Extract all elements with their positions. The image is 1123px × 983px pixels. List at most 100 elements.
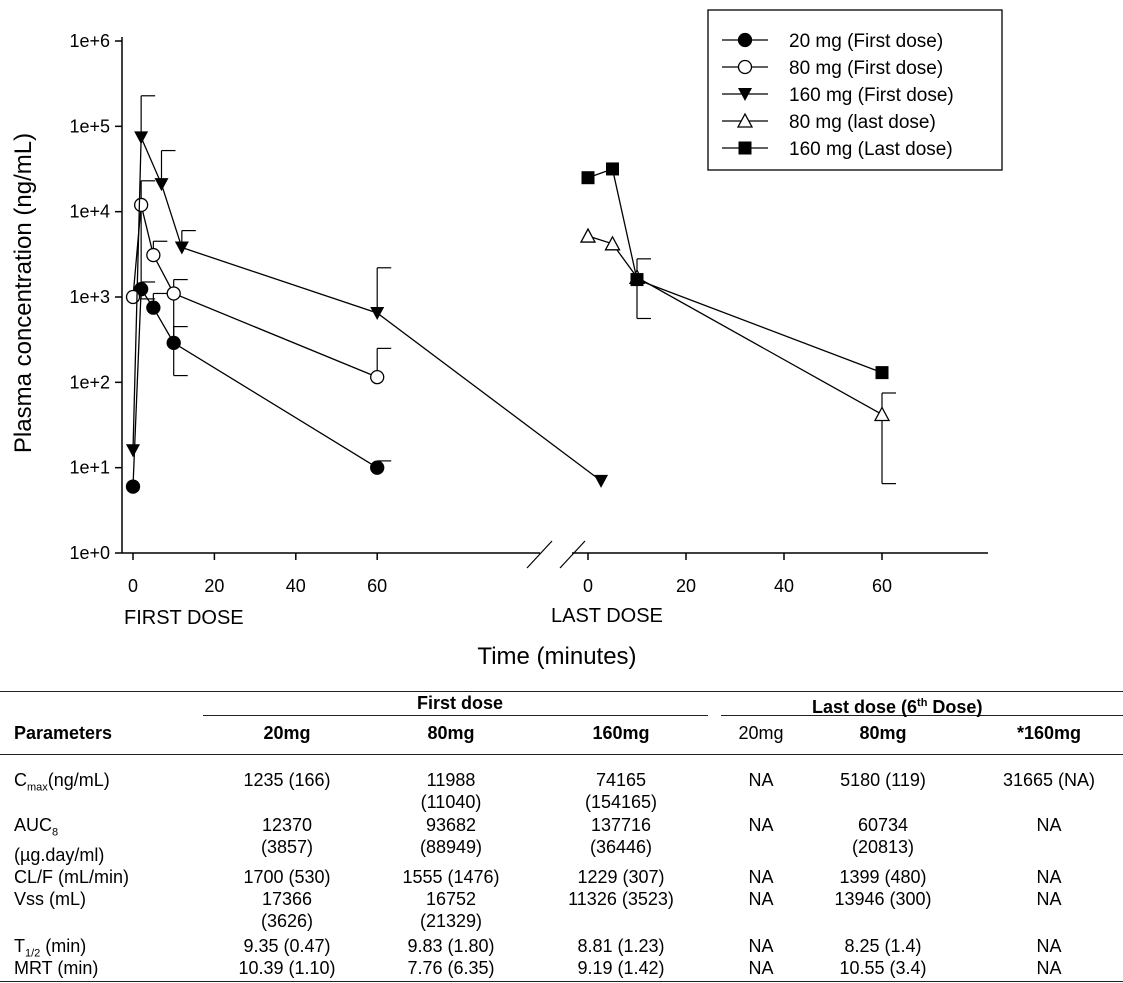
table-cell: NA bbox=[748, 815, 774, 835]
table-cell: NA bbox=[1036, 889, 1062, 909]
axis-break-mark bbox=[526, 540, 553, 569]
series-1 bbox=[125, 180, 392, 385]
y-tick-label: 1e+3 bbox=[69, 287, 110, 307]
series-2 bbox=[126, 95, 609, 488]
data-point bbox=[174, 241, 189, 255]
legend-marker bbox=[737, 59, 753, 75]
data-point bbox=[370, 460, 385, 475]
table-cell: 13946 (300) bbox=[834, 889, 932, 909]
parameter-label: AUC8 (µg.day/ml) bbox=[14, 815, 105, 865]
column-header: 20mg bbox=[263, 723, 311, 743]
data-point bbox=[134, 131, 149, 145]
x-tick-label-last: 0 bbox=[583, 576, 593, 596]
series-line bbox=[587, 235, 883, 416]
legend-marker bbox=[738, 141, 752, 155]
table-bottom-rule bbox=[0, 981, 1123, 982]
table-cell: 74165 (154165) bbox=[584, 770, 658, 812]
legend-entry: 160 mg (Last dose) bbox=[789, 139, 953, 160]
y-tick-label: 1e+1 bbox=[69, 458, 110, 478]
parameter-label: T1/2 (min) bbox=[14, 936, 87, 960]
x-axis-label: Time (minutes) bbox=[477, 643, 636, 670]
legend-marker bbox=[736, 112, 754, 128]
table-cell: 10.55 (3.4) bbox=[839, 958, 927, 978]
table-cell: 31665 (NA) bbox=[1002, 770, 1096, 790]
table-cell: 9.83 (1.80) bbox=[407, 936, 495, 956]
series-line bbox=[132, 287, 378, 487]
column-header: 20mg bbox=[738, 723, 784, 743]
group-header-last-dose: Last dose (6th Dose) bbox=[812, 697, 983, 717]
parameter-label: Cmax(ng/mL) bbox=[14, 770, 110, 794]
table-cell: 137716 (36446) bbox=[589, 815, 653, 857]
table-cell: NA bbox=[1036, 936, 1062, 956]
table-cell: NA bbox=[748, 958, 774, 978]
legend-box bbox=[707, 9, 1003, 171]
column-header: 80mg bbox=[859, 723, 907, 743]
table-cell: 8.81 (1.23) bbox=[577, 936, 665, 956]
table-cell: 11988 (11040) bbox=[420, 770, 482, 812]
series-3 bbox=[579, 227, 896, 485]
table-cell: NA bbox=[748, 867, 774, 887]
data-point bbox=[873, 406, 891, 422]
group-header-first-dose: First dose bbox=[416, 693, 504, 713]
x-tick-label-first: 0 bbox=[128, 576, 138, 596]
data-point bbox=[579, 227, 597, 243]
table-cell: 1229 (307) bbox=[577, 867, 665, 887]
legend-marker bbox=[737, 32, 753, 48]
table-cell: 9.19 (1.42) bbox=[577, 958, 665, 978]
table-cell: NA bbox=[748, 889, 774, 909]
column-header: 80mg bbox=[427, 723, 475, 743]
column-header: 160mg bbox=[592, 723, 650, 743]
x-tick-label-last: 40 bbox=[774, 576, 794, 596]
legend-entry: 160 mg (First dose) bbox=[789, 85, 954, 106]
pk-concentration-chart: 1e+0 1e+1 1e+2 1e+3 1e+4 1e+5 1e+6 0 20 40 60 0 20 40… bbox=[10, 9, 1003, 670]
table-cell: 1555 (1476) bbox=[402, 867, 500, 887]
table-cell: 7.76 (6.35) bbox=[407, 958, 495, 978]
table-cell: 93682 (88949) bbox=[419, 815, 483, 857]
chart-axes: 1e+0 1e+1 1e+2 1e+3 1e+4 1e+5 1e+6 0 20 40 60 0 20 40… bbox=[69, 31, 988, 596]
table-cell: 8.25 (1.4) bbox=[844, 936, 922, 956]
series-4 bbox=[581, 162, 889, 380]
table-cell: NA bbox=[748, 770, 774, 790]
data-point bbox=[606, 162, 619, 176]
y-tick-label: 1e+6 bbox=[69, 31, 110, 51]
table-cell: 1700 (530) bbox=[243, 867, 331, 887]
pk-parameters-table: First dose Last dose (6th Dose) Paramete… bbox=[0, 689, 1123, 983]
first-dose-group-rule bbox=[203, 715, 708, 716]
data-point bbox=[126, 444, 140, 458]
y-tick-label: 1e+0 bbox=[69, 543, 110, 563]
legend-entry: 80 mg (First dose) bbox=[789, 58, 943, 79]
data-point bbox=[604, 235, 621, 251]
x-tick-label-last: 60 bbox=[872, 576, 892, 596]
y-tick-label: 1e+4 bbox=[69, 202, 110, 222]
series-line bbox=[132, 137, 602, 482]
data-point bbox=[630, 273, 644, 287]
data-point bbox=[125, 289, 141, 305]
x-tick-label-first: 40 bbox=[286, 576, 306, 596]
chart-legend: 20 mg (First dose) 80 mg (First dose) 160 … bbox=[707, 9, 1003, 171]
table-cell: 1399 (480) bbox=[839, 867, 927, 887]
data-point bbox=[125, 479, 141, 494]
parameter-label: MRT (min) bbox=[14, 958, 99, 978]
y-axis-label: Plasma concentration (ng/mL) bbox=[10, 133, 37, 453]
data-point bbox=[370, 306, 385, 320]
table-cell: NA bbox=[1036, 815, 1062, 835]
header-bottom-rule bbox=[0, 754, 1123, 755]
table-cell: 11326 (3523) bbox=[568, 889, 674, 909]
y-tick-label: 1e+2 bbox=[69, 372, 110, 392]
panel-label-last: LAST DOSE bbox=[551, 605, 663, 627]
table-cell: 10.39 (1.10) bbox=[238, 958, 336, 978]
table-cell: 60734 (20813) bbox=[851, 815, 915, 857]
x-tick-label-first: 20 bbox=[204, 576, 224, 596]
y-tick-label: 1e+5 bbox=[69, 116, 110, 136]
series-line bbox=[587, 168, 883, 374]
data-point bbox=[154, 178, 169, 192]
legend-entry: 20 mg (First dose) bbox=[789, 31, 943, 52]
axis-break-mark bbox=[559, 540, 586, 569]
parameter-label: CL/F (mL/min) bbox=[14, 867, 130, 887]
data-point bbox=[133, 197, 149, 213]
x-tick-label-first: 60 bbox=[367, 576, 387, 596]
table-cell: NA bbox=[1036, 867, 1062, 887]
table-cell: NA bbox=[748, 936, 774, 956]
parameter-label: Vss (mL) bbox=[14, 889, 86, 909]
legend-marker bbox=[738, 88, 752, 101]
